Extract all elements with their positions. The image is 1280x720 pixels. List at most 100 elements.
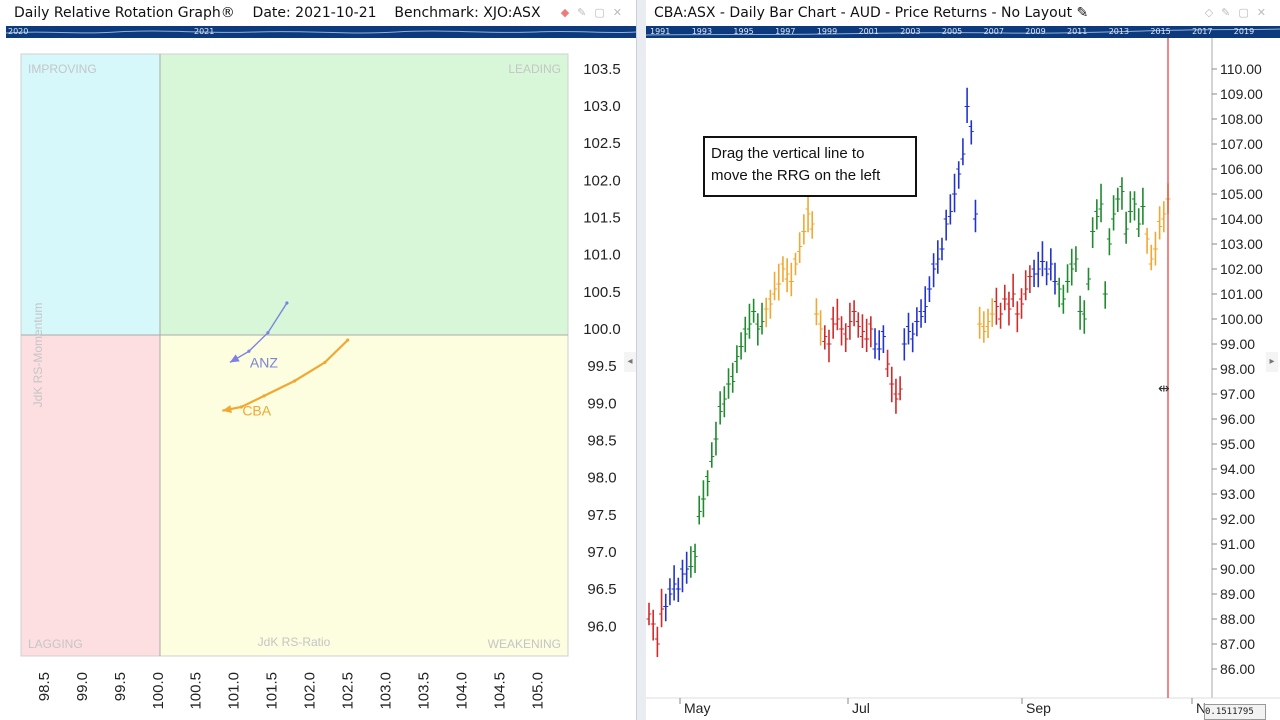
rrg-x-tick-label: 100.0	[150, 672, 167, 710]
bar-timeline-label: 1997	[775, 27, 796, 36]
maximize-icon[interactable]: ▢	[594, 6, 613, 19]
price-tick-label: 99.00	[1220, 336, 1255, 352]
rrg-y-tick-label: 98.5	[587, 432, 616, 449]
price-tick-label: 92.00	[1220, 511, 1255, 527]
pin-icon[interactable]: ✎	[577, 6, 595, 19]
bar-chart-titlebar: CBA:ASX - Daily Bar Chart - AUD - Price …	[646, 0, 1280, 26]
price-tick-label: 104.00	[1220, 211, 1263, 227]
rrg-head-arrow-anz[interactable]	[229, 354, 240, 363]
price-tick-label: 86.00	[1220, 661, 1255, 677]
rrg-title: Daily Relative Rotation Graph® Date: 202…	[14, 0, 541, 26]
weakening-label: WEAKENING	[488, 637, 561, 651]
rrg-y-tick-label: 102.0	[583, 172, 621, 189]
rrg-x-tick-label: 102.5	[340, 672, 357, 710]
price-tick-label: 105.00	[1220, 186, 1263, 202]
rrg-y-tick-label: 98.0	[587, 470, 616, 487]
rrg-label-cba: CBA	[242, 403, 271, 419]
date-tick-label: Jul	[852, 700, 870, 716]
rrg-x-tick-label: 101.0	[226, 672, 243, 710]
rs-ratio-axis-title: JdK RS-Ratio	[258, 635, 331, 649]
edit-title-icon[interactable]: ✎	[1076, 5, 1089, 21]
rrg-chart-title: Daily Relative Rotation Graph®	[14, 5, 235, 21]
price-bars	[646, 87, 1171, 657]
price-tick-label: 103.00	[1220, 236, 1263, 252]
rrg-tail-point	[346, 338, 350, 342]
close-icon[interactable]: ✕	[612, 6, 630, 19]
bar-timeline-label: 2015	[1150, 27, 1171, 36]
rrg-chart[interactable]: IMPROVING LEADING LAGGING WEAKENING JdK …	[0, 38, 636, 720]
leading-quadrant	[160, 54, 568, 335]
price-tick-label: 98.00	[1220, 361, 1255, 377]
bar-timeline-label: 1993	[691, 27, 713, 36]
price-axis: 86.00 87.00 88.00 89.00 90.00 91.00 92.00 93.00…	[1212, 61, 1263, 677]
collapse-right-arrow-icon[interactable]: ▸	[1266, 352, 1278, 372]
bar-chart-title: CBA:ASX - Daily Bar Chart - AUD - Price …	[654, 0, 1088, 26]
rrg-head-arrow-cba[interactable]	[222, 405, 232, 413]
bar-timeline-label: 2013	[1108, 27, 1130, 36]
callout-line-2: move the RRG on the left	[711, 167, 881, 184]
rrg-y-tick-label: 101.0	[583, 247, 621, 264]
rrg-tail-point	[285, 301, 289, 305]
rrg-x-tick-label: 102.0	[302, 672, 319, 710]
sync-icon[interactable]: ◆	[560, 6, 578, 19]
rrg-plot-frame	[20, 53, 569, 657]
date-tick-label: Sep	[1026, 700, 1051, 716]
rrg-x-tick-label: 103.5	[416, 672, 433, 710]
rrg-tails: ANZ CBA	[222, 301, 350, 419]
rrg-label-anz: ANZ	[250, 354, 278, 370]
price-tick-label: 110.00	[1220, 61, 1262, 77]
bar-timeline-label: 1999	[816, 27, 838, 36]
price-tick-label: 96.00	[1220, 411, 1255, 427]
pin-icon[interactable]: ✎	[1221, 6, 1239, 19]
bar-timeline-label: 2001	[858, 27, 879, 36]
bar-timeline-label: 2009	[1025, 27, 1046, 36]
rrg-timeline-label: 2021	[194, 27, 215, 36]
rrg-x-tick-label: 104.5	[492, 672, 509, 710]
bar-chart-timeline-scrollbar[interactable]: 1991 1993 1995 1997 1999 2001 2003 2005 2007 2009…	[646, 26, 1280, 38]
rrg-x-axis: 98.5 99.0 99.5 100.0 100.5 101.0 101.5 102.0 102…	[36, 672, 547, 710]
bar-timeline-label: 2011	[1067, 27, 1088, 36]
rrg-y-tick-label: 96.0	[587, 618, 616, 635]
rrg-timeline-scrollbar[interactable]: 2020 2021	[6, 26, 636, 38]
callout-line-1: Drag the vertical line to	[711, 145, 865, 162]
rrg-tail-point	[323, 360, 327, 365]
price-tick-label: 91.00	[1220, 536, 1255, 552]
bar-chart-title-text: CBA:ASX - Daily Bar Chart - AUD - Price …	[654, 5, 1073, 21]
rrg-x-tick-label: 104.0	[454, 672, 471, 710]
date-tick-label: N	[1196, 700, 1206, 716]
rrg-x-tick-label: 98.5	[36, 672, 53, 701]
rrg-benchmark: Benchmark: XJO:ASX	[394, 5, 541, 21]
rrg-x-tick-label: 105.0	[530, 672, 547, 710]
bar-timeline-label: 2007	[983, 27, 1004, 36]
bar-chart-panel: CBA:ASX - Daily Bar Chart - AUD - Price …	[646, 0, 1280, 720]
bar-timeline-label: 2019	[1233, 27, 1255, 36]
rrg-y-tick-label: 96.5	[587, 581, 616, 598]
price-tick-label: 101.00	[1220, 286, 1263, 302]
rrg-titlebar: Daily Relative Rotation Graph® Date: 202…	[0, 0, 636, 26]
price-tick-label: 102.00	[1220, 261, 1263, 277]
rrg-y-tick-label: 103.5	[583, 61, 621, 78]
weakening-quadrant	[160, 335, 568, 656]
rrg-tail-point	[262, 394, 266, 398]
lagging-label: LAGGING	[28, 637, 83, 651]
collapse-left-arrow-icon[interactable]: ◂	[624, 352, 636, 372]
rrg-window-controls: ◆✎▢✕	[561, 0, 630, 26]
rrg-date: Date: 2021-10-21	[252, 5, 377, 21]
rrg-x-tick-label: 103.0	[378, 672, 395, 710]
price-tick-label: 108.00	[1220, 111, 1263, 127]
bar-timeline-wave	[646, 28, 1280, 36]
bar-chart[interactable]: 86.00 87.00 88.00 89.00 90.00 91.00 92.00 93.00…	[646, 38, 1280, 720]
rrg-x-tick-label: 99.5	[112, 672, 129, 701]
improving-label: IMPROVING	[28, 62, 97, 76]
price-tick-label: 90.00	[1220, 561, 1255, 577]
price-tick-label: 100.00	[1220, 311, 1263, 327]
rrg-y-tick-label: 101.5	[583, 210, 621, 227]
rrg-y-tick-label: 100.5	[583, 284, 621, 301]
drag-hint-callout: Drag the vertical line to move the RRG o…	[703, 136, 917, 197]
rrg-tail-point	[239, 405, 243, 409]
improving-quadrant	[21, 54, 160, 335]
maximize-icon[interactable]: ▢	[1238, 6, 1257, 19]
link-icon[interactable]: ◇	[1204, 6, 1222, 19]
close-icon[interactable]: ✕	[1256, 6, 1274, 19]
price-tick-label: 93.00	[1220, 486, 1255, 502]
